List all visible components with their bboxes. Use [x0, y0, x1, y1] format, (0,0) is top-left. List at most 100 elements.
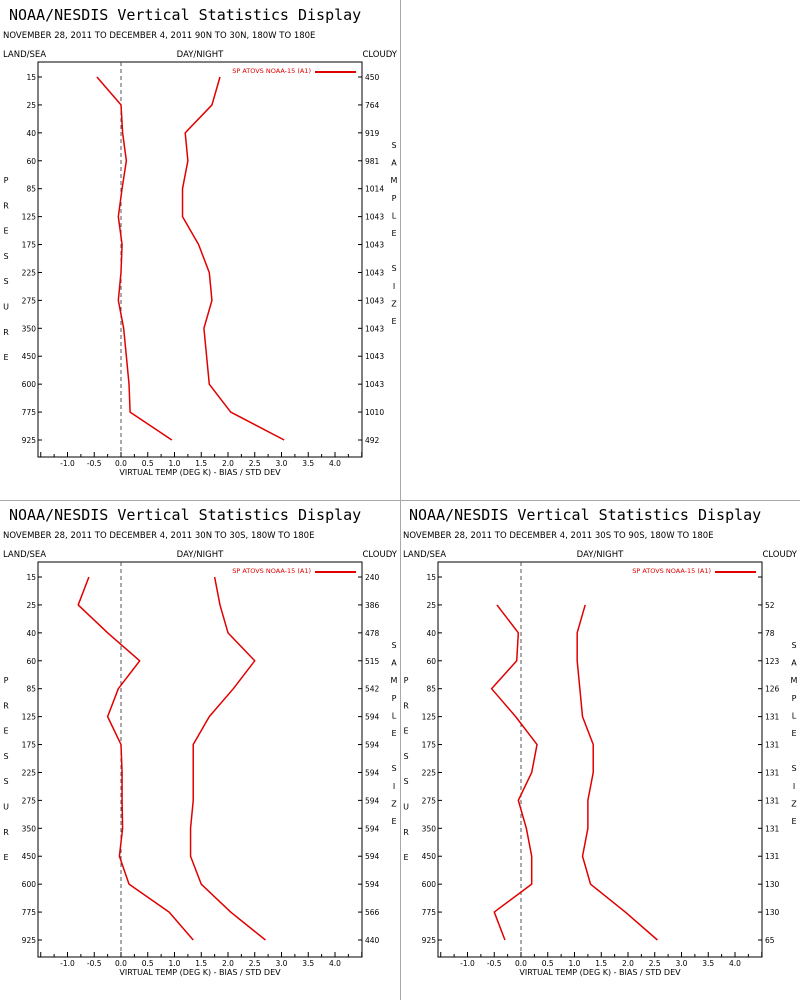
- pressure-vertical-letter: U: [403, 803, 409, 812]
- sample-size-label: 1043: [365, 241, 384, 250]
- pressure-vertical-letter: S: [403, 777, 408, 786]
- pressure-tick-label: 775: [422, 908, 437, 917]
- sample-size-label: 131: [765, 768, 780, 777]
- sample-size-label: 1043: [365, 268, 384, 277]
- x-tick-label: 3.0: [676, 959, 688, 968]
- x-tick-label: 0.5: [142, 959, 154, 968]
- sample-size-vertical-letter: M: [391, 176, 398, 185]
- sample-size-vertical-letter: E: [791, 817, 796, 826]
- sample-size-vertical-letter: I: [793, 782, 795, 791]
- x-tick-label: 3.0: [276, 959, 288, 968]
- x-tick-label: 0.0: [515, 959, 527, 968]
- sample-size-vertical-letter: A: [391, 659, 397, 668]
- plot-frame: [37, 561, 363, 958]
- bias-line: [96, 76, 173, 441]
- sample-size-label: 131: [765, 852, 780, 861]
- x-tick-label: 1.0: [169, 959, 181, 968]
- pressure-tick-label: 775: [22, 408, 37, 417]
- x-tick-label: 0.5: [142, 459, 154, 468]
- pressure-tick-label: 40: [426, 629, 436, 638]
- panel-30s-90s: NOAA/NESDIS Vertical Statistics Display N…: [400, 500, 800, 1000]
- legend-label: SP ATOVS NOAA-15 (A1): [232, 67, 311, 75]
- sample-size-vertical-letter: P: [392, 194, 397, 203]
- sample-size-label: 1014: [365, 185, 384, 194]
- land-sea-label: LAND/SEA: [403, 550, 446, 560]
- pressure-tick-label: 60: [26, 157, 36, 166]
- pressure-tick-label: 225: [22, 268, 37, 277]
- sample-size-label: 1043: [365, 213, 384, 222]
- x-axis-label: VIRTUAL TEMP (DEG K) - BIAS / STD DEV: [119, 968, 281, 977]
- std-dev-line: [181, 76, 285, 441]
- x-tick-label: 3.5: [302, 459, 314, 468]
- sample-size-label: 240: [365, 573, 380, 582]
- pressure-tick-label: 85: [26, 185, 36, 194]
- pressure-vertical-letter: U: [3, 803, 9, 812]
- pressure-tick-label: 15: [26, 73, 36, 82]
- sample-size-label: 131: [765, 796, 780, 805]
- x-tick-label: -1.0: [60, 459, 75, 468]
- x-tick-label: -0.5: [87, 459, 102, 468]
- pressure-vertical-letter: E: [3, 227, 8, 236]
- pressure-vertical-letter: E: [3, 353, 8, 362]
- sample-size-vertical-letter: I: [393, 782, 395, 791]
- x-tick-label: 1.0: [569, 959, 581, 968]
- pressure-tick-label: 600: [22, 880, 37, 889]
- legend-label: SP ATOVS NOAA-15 (A1): [232, 567, 311, 575]
- pressure-tick-label: 15: [26, 573, 36, 582]
- x-tick-label: 2.0: [222, 459, 234, 468]
- pressure-tick-label: 925: [22, 436, 37, 445]
- sample-size-vertical-letter: S: [391, 264, 396, 273]
- sample-size-label: 594: [365, 741, 380, 750]
- pressure-tick-label: 925: [422, 936, 437, 945]
- x-tick-label: 4.0: [329, 959, 341, 968]
- sample-size-label: 450: [365, 73, 380, 82]
- x-tick-label: 2.5: [249, 459, 261, 468]
- pressure-vertical-letter: R: [3, 201, 9, 210]
- pressure-vertical-letter: P: [4, 176, 9, 185]
- sample-size-label: 52: [765, 601, 775, 610]
- x-tick-label: 0.0: [115, 959, 127, 968]
- day-night-label: DAY/NIGHT: [177, 50, 224, 60]
- sample-size-label: 130: [765, 880, 780, 889]
- std-dev-line: [576, 604, 658, 941]
- x-tick-label: 2.5: [249, 959, 261, 968]
- panel-30n-30s: NOAA/NESDIS Vertical Statistics Display N…: [0, 500, 400, 1000]
- sample-size-vertical-letter: E: [391, 229, 396, 238]
- day-night-label: DAY/NIGHT: [177, 550, 224, 560]
- pressure-vertical-letter: E: [3, 727, 8, 736]
- pressure-vertical-letter: R: [403, 828, 409, 837]
- pressure-tick-label: 350: [422, 824, 437, 833]
- pressure-vertical-letter: S: [3, 252, 8, 261]
- sample-size-label: 981: [365, 157, 380, 166]
- cloudy-label: CLOUDY: [362, 50, 397, 60]
- pressure-tick-label: 775: [22, 908, 37, 917]
- panel-90n-30n: NOAA/NESDIS Vertical Statistics Display N…: [0, 0, 400, 500]
- chart-svg: NOAA/NESDIS Vertical Statistics Display N…: [3, 506, 398, 977]
- sample-size-label: 1043: [365, 296, 384, 305]
- pressure-tick-label: 925: [22, 936, 37, 945]
- pressure-tick-label: 125: [422, 713, 437, 722]
- sample-size-label: 130: [765, 908, 780, 917]
- pressure-tick-label: 25: [26, 601, 36, 610]
- sample-size-label: 386: [365, 601, 380, 610]
- pressure-vertical-letter: R: [3, 828, 9, 837]
- sample-size-vertical-letter: E: [791, 729, 796, 738]
- sample-size-vertical-letter: L: [392, 211, 397, 220]
- sample-size-vertical-letter: S: [791, 641, 796, 650]
- std-dev-line: [189, 576, 266, 941]
- sample-size-vertical-letter: E: [391, 817, 396, 826]
- sample-size-label: 594: [365, 824, 380, 833]
- land-sea-label: LAND/SEA: [3, 50, 46, 60]
- sample-size-label: 566: [365, 908, 380, 917]
- sample-size-label: 594: [365, 768, 380, 777]
- plot-frame: [437, 561, 763, 958]
- x-tick-label: 1.0: [169, 459, 181, 468]
- sample-size-vertical-letter: A: [791, 659, 797, 668]
- x-tick-label: 1.5: [595, 959, 607, 968]
- pressure-tick-label: 85: [26, 685, 36, 694]
- x-tick-label: 1.5: [195, 959, 207, 968]
- pressure-vertical-letter: R: [403, 701, 409, 710]
- chart-title: NOAA/NESDIS Vertical Statistics Display: [409, 506, 761, 524]
- sample-size-vertical-letter: S: [391, 141, 396, 150]
- x-tick-label: 2.0: [222, 959, 234, 968]
